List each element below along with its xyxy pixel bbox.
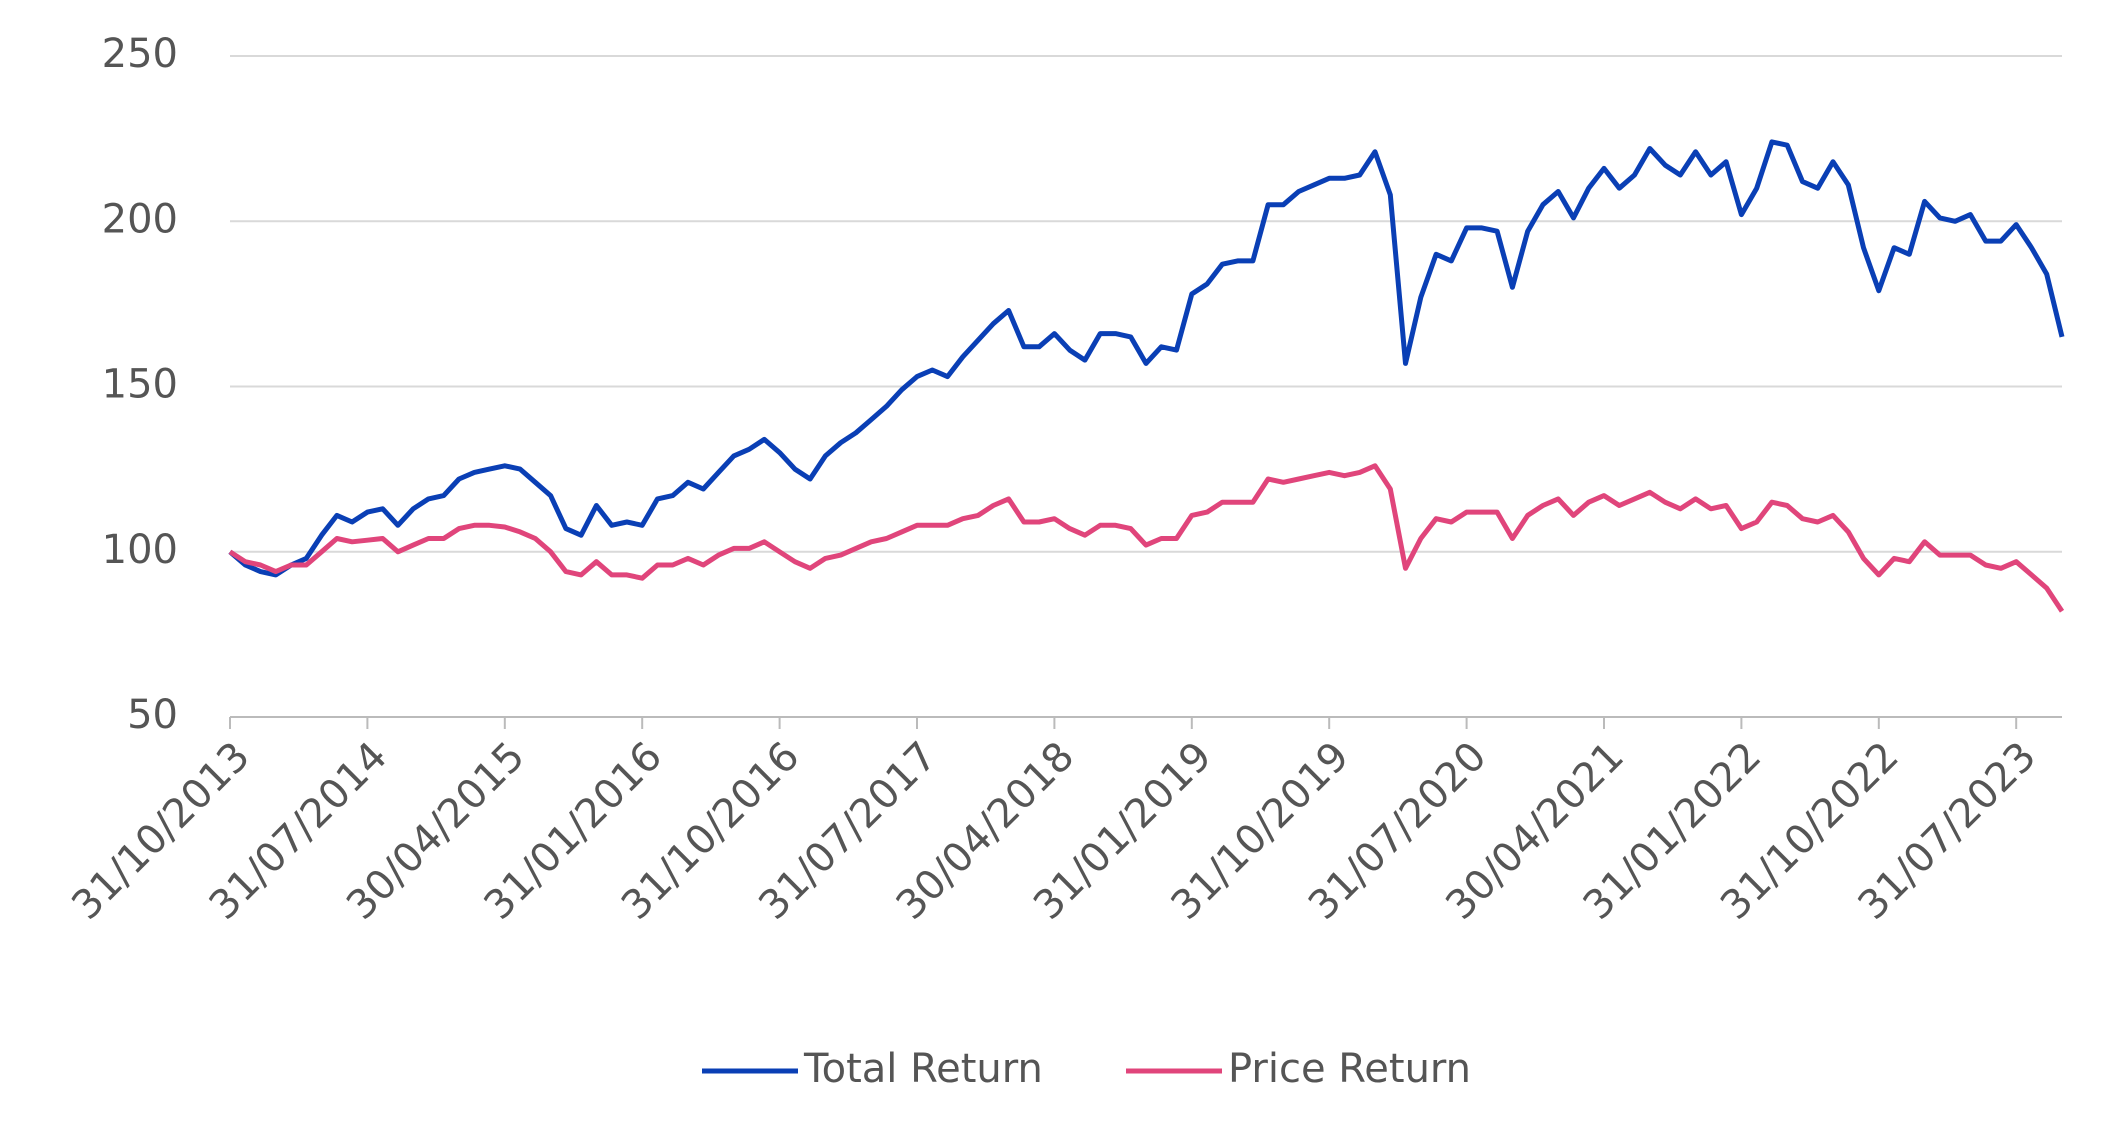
y-tick-label: 50: [127, 692, 178, 738]
series-line: [228, 463, 2065, 613]
y-tick-label: 250: [102, 31, 178, 77]
y-tick-label: 150: [102, 362, 178, 408]
legend-label: Price Return: [1228, 1046, 1471, 1092]
y-tick-label: 200: [102, 196, 178, 242]
y-tick-label: 100: [102, 527, 178, 573]
series-line: [228, 139, 2065, 578]
legend-label: Total Return: [803, 1046, 1043, 1092]
